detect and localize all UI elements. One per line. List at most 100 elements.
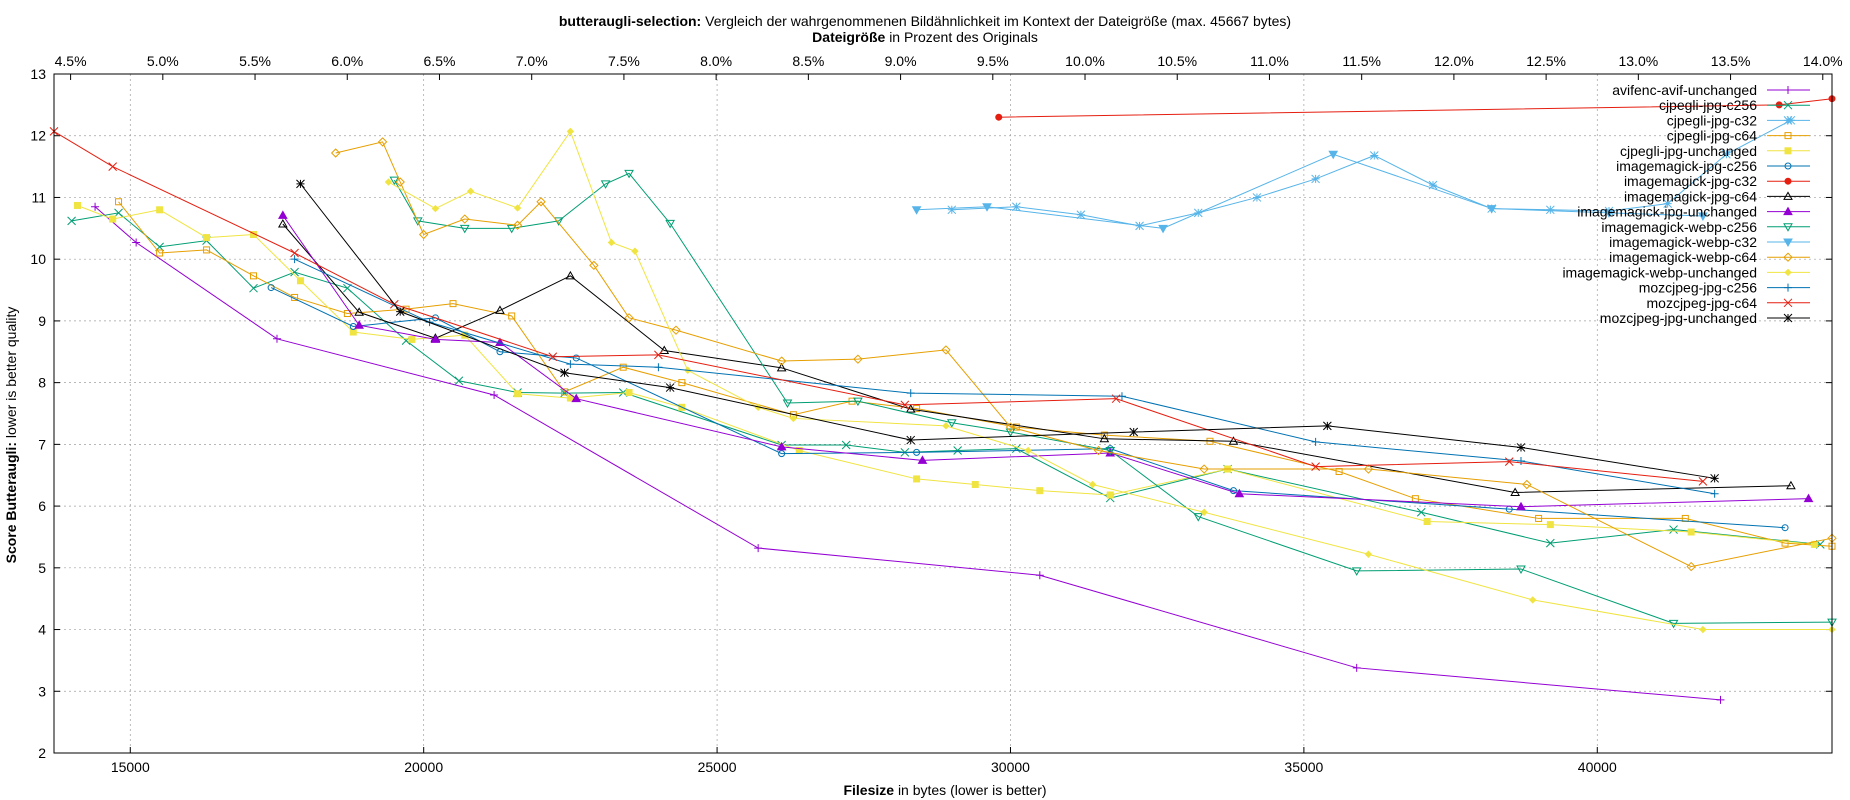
- legend-item: avifenc-avif-unchanged: [1612, 82, 1810, 98]
- y-tick-label: 10: [30, 251, 46, 267]
- series-imagemagick-jpg-c256: [267, 284, 1789, 532]
- data-point: [536, 197, 546, 207]
- data-point: [1328, 150, 1339, 160]
- data-point: [982, 203, 992, 212]
- data-point: [1252, 193, 1262, 202]
- data-point: [1517, 457, 1525, 466]
- data-point: [354, 307, 364, 316]
- x-axis-label: Filesize in bytes (lower is better): [843, 782, 1046, 798]
- data-point: [354, 320, 364, 329]
- axis-ticks: 2 3 4 5 6 7 8 9 10 11 12 13 15000 20000 25000 30000 3500…: [30, 53, 1842, 775]
- legend-label: cjpegli-jpg-c64: [1667, 128, 1757, 144]
- data-point: [1516, 565, 1526, 575]
- data-point: [1311, 174, 1320, 184]
- x2-tick-label: 12.5%: [1526, 53, 1566, 69]
- data-point: [971, 480, 979, 488]
- legend-item: mozcjpeg-jpg-c64: [1647, 295, 1810, 311]
- y-tick-label: 8: [38, 375, 46, 391]
- x2-tick-label: 7.5%: [608, 53, 640, 69]
- data-point: [203, 246, 211, 254]
- legend-marker: [1783, 313, 1793, 323]
- data-point: [789, 414, 798, 423]
- x2-tick-label: 9.5%: [977, 53, 1009, 69]
- data-point: [624, 313, 634, 323]
- data-point: [911, 206, 922, 215]
- data-point: [1663, 199, 1673, 208]
- data-point: [754, 544, 763, 553]
- data-point: [624, 169, 634, 179]
- data-point: [941, 345, 951, 355]
- series-imagemagick-webp-c256: [389, 169, 1837, 629]
- data-point: [995, 113, 1003, 121]
- data-point: [776, 356, 787, 366]
- y-tick-label: 13: [30, 66, 46, 82]
- data-point: [566, 360, 575, 369]
- data-point: [853, 397, 863, 407]
- data-point: [91, 202, 100, 211]
- data-point: [1428, 180, 1438, 190]
- data-point: [389, 176, 400, 186]
- data-point: [566, 127, 575, 136]
- y-tick-label: 7: [38, 436, 46, 452]
- data-point: [1687, 528, 1695, 536]
- data-point: [665, 219, 676, 229]
- x-tick-label: 40000: [1578, 759, 1617, 775]
- data-point: [1522, 479, 1532, 490]
- legend-item: imagemagick-webp-c64: [1609, 249, 1810, 265]
- data-point: [1100, 431, 1108, 439]
- legend-item: cjpegli-jpg-c32: [1667, 112, 1810, 128]
- data-point: [296, 179, 305, 189]
- legend-marker: [1783, 223, 1793, 232]
- data-point: [1106, 491, 1114, 499]
- data-point: [1781, 539, 1789, 547]
- data-point: [466, 187, 475, 195]
- data-point: [560, 368, 569, 378]
- series-mozcjpeg-jpg-c256: [290, 255, 1719, 498]
- series-line: [118, 201, 1833, 547]
- data-point: [1716, 695, 1725, 704]
- data-point: [953, 446, 963, 455]
- legend-marker: [1783, 206, 1793, 216]
- data-point: [1351, 567, 1362, 576]
- data-point: [654, 350, 663, 360]
- legend-label: mozcjpeg-jpg-unchanged: [1600, 310, 1757, 326]
- y-tick-label: 4: [38, 622, 46, 638]
- data-point: [115, 198, 123, 206]
- data-point: [1423, 518, 1431, 526]
- data-point: [132, 238, 141, 247]
- x2-tick-label: 14.0%: [1803, 53, 1843, 69]
- legend-marker: [1783, 100, 1793, 110]
- data-point: [906, 435, 916, 445]
- data-point: [671, 325, 681, 335]
- y-axis-label-rest: lower is better quality: [3, 307, 19, 439]
- legend-marker: [1783, 191, 1793, 200]
- legend-item: imagemagick-webp-unchanged: [1562, 264, 1810, 280]
- legend-marker: [1783, 116, 1793, 125]
- data-point: [1111, 394, 1121, 404]
- legend-item: imagemagick-webp-c32: [1609, 234, 1810, 250]
- y-tick-label: 5: [38, 560, 46, 576]
- x2-tick-label: 6.5%: [424, 53, 456, 69]
- legend-label: imagemagick-webp-c64: [1609, 249, 1757, 265]
- data-point: [1698, 477, 1708, 486]
- data-point: [1535, 514, 1543, 522]
- series-line: [393, 172, 1833, 624]
- x2-tick-label: 13.5%: [1711, 53, 1751, 69]
- data-point: [408, 335, 416, 343]
- legend-marker: [1784, 162, 1792, 170]
- data-point: [1076, 210, 1086, 220]
- data-point: [776, 362, 787, 372]
- data-point: [1516, 443, 1526, 452]
- legend-marker: [1784, 147, 1792, 155]
- x-axis-label-rest: in bytes (lower is better): [898, 782, 1047, 798]
- data-point: [1604, 209, 1614, 218]
- data-point: [296, 277, 304, 285]
- data-point: [290, 248, 299, 258]
- data-point: [900, 400, 910, 410]
- data-point: [1005, 422, 1016, 432]
- data-point: [1781, 524, 1789, 532]
- data-point: [782, 399, 793, 409]
- legend-item: mozcjpeg-jpg-unchanged: [1600, 310, 1810, 326]
- data-point: [277, 218, 288, 228]
- data-point: [1234, 488, 1245, 498]
